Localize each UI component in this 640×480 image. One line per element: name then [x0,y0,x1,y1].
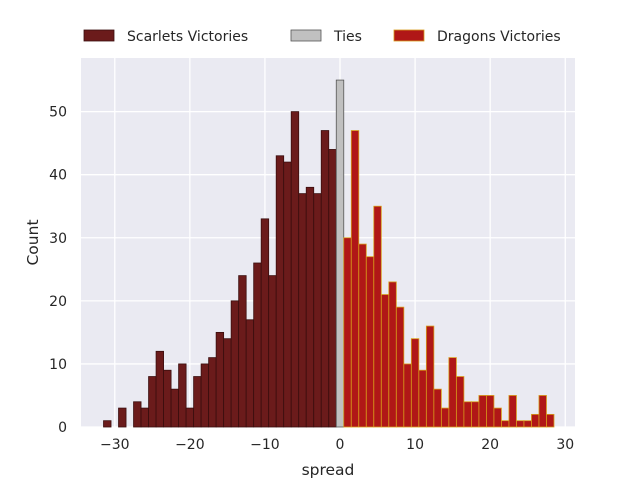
y-tick-label: 30 [49,231,67,247]
bar-scarlets-victories [140,407,149,428]
bar-dragons-victories [433,388,442,428]
bar-scarlets-victories [133,401,142,428]
bar-scarlets-victories [208,357,217,428]
bar-scarlets-victories [320,130,330,428]
y-axis-ticks: 0 10 20 30 40 50 [49,105,67,436]
bar-scarlets-victories [170,388,179,428]
bar-scarlets-victories [253,262,262,428]
y-axis-label: Count [24,219,42,265]
bar-dragons-victories [425,325,435,428]
bar-scarlets-victories [148,376,157,428]
x-tick-label: 30 [556,437,574,453]
bar-dragons-victories [380,294,390,428]
bar-dragons-victories [486,395,495,428]
bar-dragons-victories [538,395,547,428]
y-tick-label: 40 [49,168,67,184]
bar-scarlets-victories [290,111,300,428]
y-tick-label: 0 [58,420,67,436]
bar-scarlets-victories [283,161,292,428]
bar-scarlets-victories [275,155,285,428]
bar-dragons-victories [395,306,405,428]
x-tick-label: 10 [406,437,424,453]
bar-scarlets-victories [245,319,255,428]
bar-dragons-victories [463,401,472,428]
bar-scarlets-victories [230,300,240,428]
bar-scarlets-victories [313,193,322,428]
bar-dragons-victories [350,130,360,428]
bar-dragons-victories [516,420,525,428]
x-axis-ticks: −30 −20 −10 0 10 20 30 [100,437,574,453]
legend-swatch [290,29,322,42]
legend-label: Ties [333,29,362,45]
y-tick-label: 10 [49,357,67,373]
bar-scarlets-victories [298,193,307,428]
bar-dragons-victories [440,407,450,428]
bar-dragons-victories [455,376,465,428]
bar-dragons-victories [343,237,352,428]
bars [103,79,555,428]
y-tick-label: 20 [49,294,67,310]
bar-dragons-victories [410,338,420,428]
bar-dragons-victories [470,401,480,428]
bar-dragons-victories [365,256,375,428]
bar-dragons-victories [418,369,427,428]
legend-label: Scarlets Victories [127,29,248,45]
bar-dragons-victories [546,413,555,428]
bar-scarlets-victories [260,218,270,428]
bar-scarlets-victories [118,407,127,428]
bar-dragons-victories [358,243,367,428]
x-axis-label: spread [302,461,355,479]
legend: Scarlets Victories Ties Dragons Victories [83,29,561,45]
x-tick-label: −30 [100,437,130,453]
bar-dragons-victories [501,420,510,428]
x-tick-label: −10 [250,437,280,453]
bar-dragons-victories [478,395,487,428]
bar-scarlets-victories [178,363,187,428]
bar-scarlets-victories [328,149,337,428]
bar-ties [335,79,345,428]
legend-label: Dragons Victories [437,29,561,45]
bar-dragons-victories [523,420,532,428]
bar-dragons-victories [388,281,397,428]
bar-dragons-victories [493,407,502,428]
bar-scarlets-victories [215,331,225,428]
y-tick-label: 50 [49,105,67,121]
bar-scarlets-victories [103,420,112,428]
bar-scarlets-victories [185,407,195,428]
bar-scarlets-victories [238,275,247,428]
bar-scarlets-victories [305,186,315,428]
legend-swatch [83,29,115,42]
bar-dragons-victories [373,205,382,428]
bar-scarlets-victories [268,275,277,428]
bar-scarlets-victories [223,338,232,428]
x-tick-label: 0 [336,437,345,453]
bar-scarlets-victories [193,376,202,428]
bar-dragons-victories [508,395,517,428]
bar-scarlets-victories [155,350,164,428]
bar-dragons-victories [531,413,540,428]
bar-scarlets-victories [200,363,210,428]
bar-dragons-victories [403,363,412,428]
bar-dragons-victories [448,357,457,428]
x-tick-label: −20 [175,437,205,453]
bar-scarlets-victories [163,369,172,428]
x-tick-label: 20 [481,437,499,453]
legend-swatch [393,29,425,42]
